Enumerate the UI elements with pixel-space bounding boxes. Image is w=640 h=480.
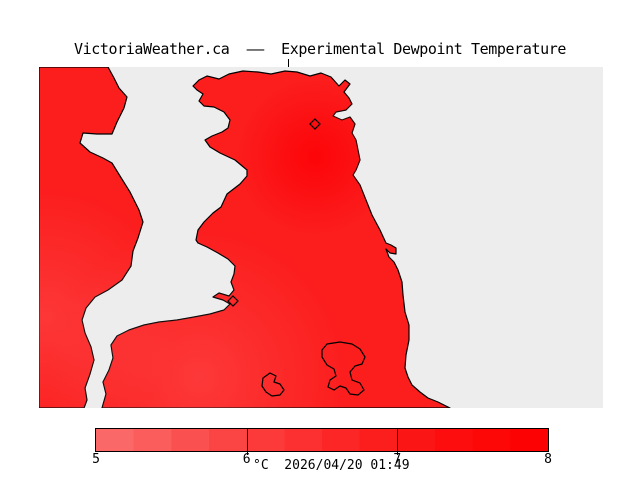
map-area [38,66,603,409]
map-svg [38,66,603,409]
colorbar-tick-label: 5 [92,452,100,467]
colorbar-gradient [95,428,549,452]
top-axis-tick [288,59,289,67]
colorbar-tick-label: 6 [242,452,251,467]
colorbar-tick-label: 8 [544,452,552,467]
lake-outline-large [321,341,366,396]
lake-outline-small [261,372,285,397]
colorbar-caption: °C 2026/04/20 01:49 [253,458,410,473]
station-marker-diamond-north [309,118,321,130]
colorbar-tick-line [246,428,248,455]
station-marker-diamond-south [227,295,239,307]
colorbar-tick-label: 7 [393,452,402,467]
colorbar-tick-line [397,428,399,455]
page-title: VictoriaWeather.ca —— Experimental Dewpo… [74,40,566,58]
colorbar: 5 6 7 8 [92,428,552,467]
